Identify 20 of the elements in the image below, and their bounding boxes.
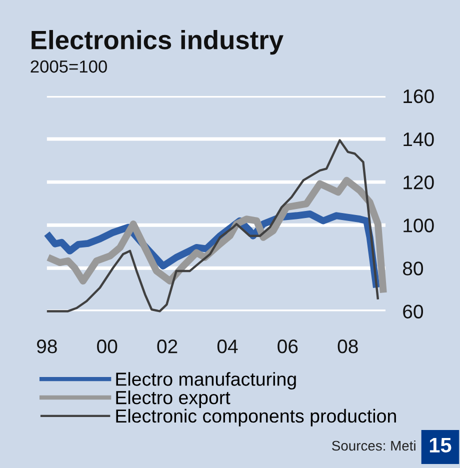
chart-subtitle: 2005=100 [30,60,107,73]
y-tick-label: 60 [403,304,424,318]
x-tick-label: 02 [157,340,178,354]
x-tick-label: 04 [217,340,238,354]
x-tick-label: 98 [37,340,57,354]
y-tick-label: 160 [404,89,434,104]
y-tick-label: 140 [404,132,434,146]
text: 15 [430,438,452,453]
chart-title: Electronics industry [32,30,284,55]
source-note: Sources: Meti [332,440,416,451]
legend-label: Electro export [116,390,230,408]
x-tick-label: 06 [278,340,298,354]
legend-label: Electro manufacturing [116,372,296,390]
x-tick-label: 08 [338,340,358,354]
y-tick-label: 80 [402,262,424,276]
x-tick-label: 00 [97,340,118,354]
y-tick-label: 100 [404,218,434,232]
line-series [46,139,380,312]
y-tick-label: 120 [404,176,434,190]
legend-label: Electronic components production [116,408,396,426]
